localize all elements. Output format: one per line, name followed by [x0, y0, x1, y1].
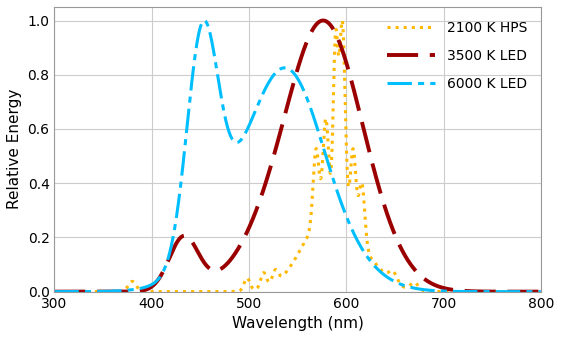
- 6000 K LED: [135, 287, 142, 291]
- 6000 K LED: [238, 138, 245, 142]
- 3500 K LED: [259, 192, 265, 196]
- 6000 K LED: [259, 93, 265, 97]
- 3500 K LED: [51, 290, 58, 294]
- Line: 6000 K LED: 6000 K LED: [54, 21, 541, 292]
- 6000 K LED: [528, 290, 535, 294]
- 3500 K LED: [320, 19, 327, 23]
- 2100 K HPS: [135, 287, 142, 291]
- 2100 K HPS: [476, 290, 482, 294]
- 2100 K HPS: [339, 19, 346, 23]
- 6000 K LED: [476, 290, 482, 294]
- 3500 K LED: [135, 289, 142, 293]
- 6000 K LED: [537, 290, 544, 294]
- 2100 K HPS: [51, 290, 58, 294]
- Y-axis label: Relative Energy: Relative Energy: [7, 89, 22, 210]
- 3500 K LED: [237, 242, 244, 246]
- Legend: 2100 K HPS, 3500 K LED, 6000 K LED: 2100 K HPS, 3500 K LED, 6000 K LED: [380, 14, 534, 98]
- 6000 K LED: [51, 290, 58, 294]
- 6000 K LED: [201, 19, 208, 23]
- Line: 3500 K LED: 3500 K LED: [54, 21, 541, 292]
- 3500 K LED: [537, 290, 544, 294]
- Line: 2100 K HPS: 2100 K HPS: [54, 21, 541, 292]
- X-axis label: Wavelength (nm): Wavelength (nm): [232, 316, 364, 331]
- 6000 K LED: [107, 289, 113, 293]
- 2100 K HPS: [537, 290, 544, 294]
- 2100 K HPS: [528, 290, 535, 294]
- 2100 K HPS: [237, 288, 244, 292]
- 3500 K LED: [528, 290, 535, 294]
- 2100 K HPS: [259, 273, 265, 277]
- 3500 K LED: [107, 290, 113, 294]
- 3500 K LED: [476, 289, 482, 293]
- 2100 K HPS: [107, 290, 113, 294]
